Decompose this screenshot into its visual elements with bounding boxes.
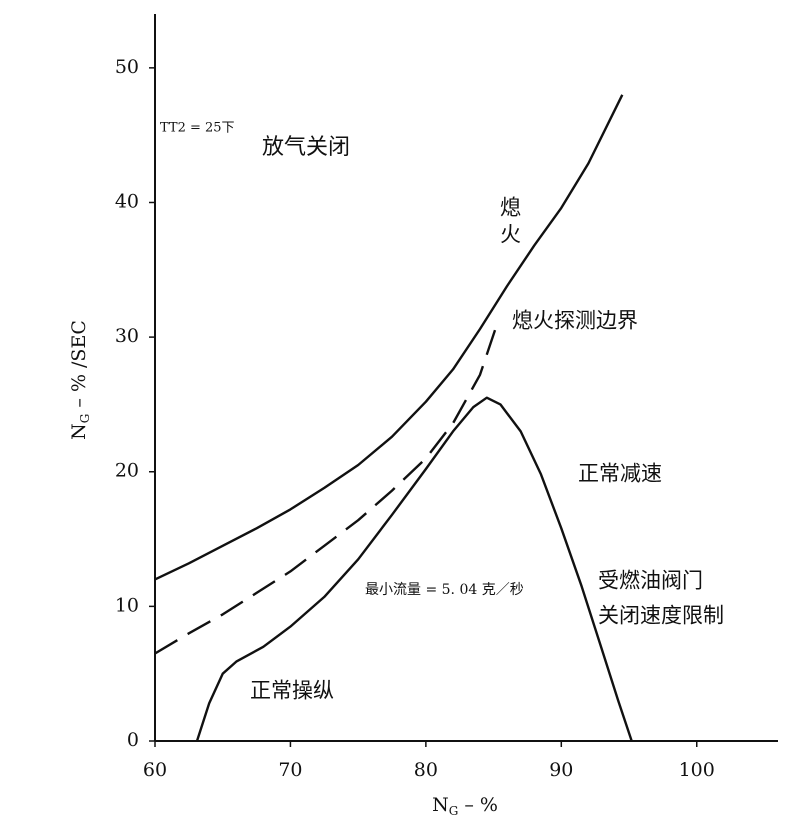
annotation: 关闭速度限制	[598, 604, 724, 628]
y-tick-label: 10	[115, 594, 139, 616]
x-tick-label: 70	[278, 759, 302, 781]
line	[154, 325, 498, 655]
series-label: 熄火探测边界	[512, 309, 638, 333]
y-axis-title-rest: – % /SEC	[68, 320, 90, 414]
x-tick-label: 60	[143, 759, 167, 781]
annotation: 正常减速	[578, 462, 662, 486]
x-axis-title-rest: – %	[458, 794, 498, 816]
series-label: 正常操纵	[250, 679, 334, 703]
y-tick-label: 0	[127, 729, 139, 751]
y-tick-label: 30	[115, 325, 139, 347]
series-label: 熄火	[498, 196, 522, 250]
x-tick-label: 100	[679, 759, 715, 781]
x-axis-title-main: N	[432, 794, 449, 816]
annotation: 放气关闭	[262, 135, 350, 160]
y-axis-title-main: N	[68, 423, 90, 440]
y-axis-title: NG – % /SEC	[68, 320, 92, 440]
annotation: TT2 = 25下	[160, 121, 235, 136]
x-axis-title: NG – %	[432, 794, 498, 818]
y-tick-label: 40	[115, 190, 139, 212]
annotation: 最小流量 = 5. 04 克／秒	[365, 582, 524, 598]
line	[154, 94, 624, 581]
y-tick-label: 50	[115, 56, 139, 78]
line	[195, 396, 633, 742]
annotation: 受燃油阀门	[598, 569, 703, 593]
x-tick-label: 90	[549, 759, 573, 781]
y-axis-title-sub: G	[78, 414, 92, 424]
x-tick-label: 80	[414, 759, 438, 781]
x-axis-title-sub: G	[449, 804, 459, 818]
y-tick-label: 20	[115, 460, 139, 482]
